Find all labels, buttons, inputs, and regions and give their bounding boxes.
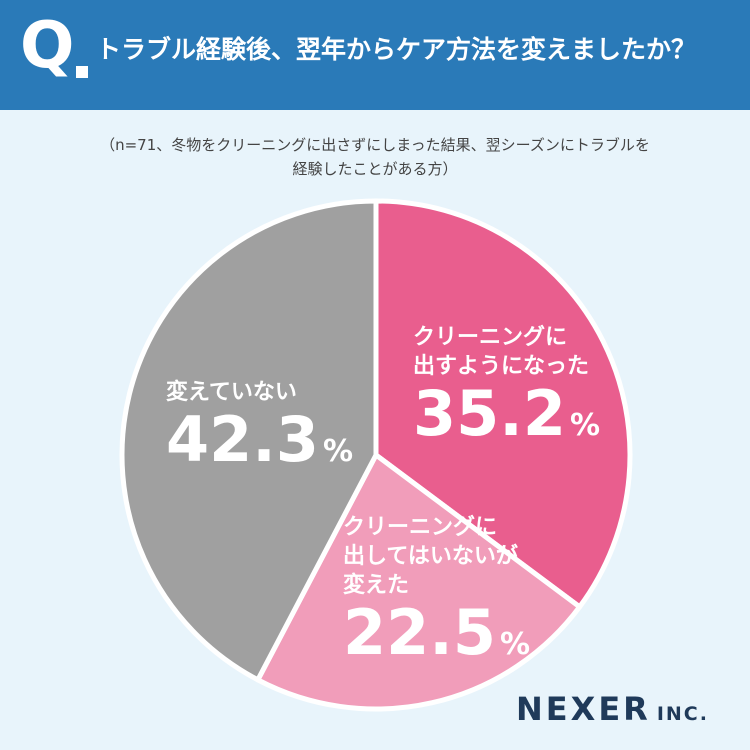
header-bar: Q トラブル経験後、翌年からケア方法を変えましたか？: [0, 0, 750, 110]
q-dot-decoration: [76, 66, 88, 78]
slice-cleaning-label-line-1: クリーニングに: [413, 325, 568, 350]
survey-note: （n=71、冬物をクリーニングに出さずにしまった結果、翌シーズンにトラブルを 経…: [0, 133, 750, 181]
survey-note-line-2: 経験したことがある方）: [292, 160, 458, 178]
brand-logo: NEXER INC.: [516, 690, 709, 728]
slice-changed-value-number: 22.5: [343, 596, 496, 669]
slice-label-changed: クリーニングに 出してはいないが 変えた 22.5%: [343, 513, 530, 665]
pie-slice-unchanged: [119, 198, 379, 683]
slice-cleaning-label-line-2: 出すようになった: [413, 354, 590, 379]
slice-unchanged-value: 42.3%: [166, 407, 353, 472]
pie-slice-cleaning: [373, 198, 633, 610]
slice-cleaning-value-number: 35.2: [413, 377, 566, 450]
slice-cleaning-unit: %: [569, 408, 601, 443]
slice-label-unchanged: 変えていない 42.3%: [166, 378, 353, 472]
slice-changed-label-line-1: クリーニングに: [343, 515, 498, 540]
question-title: トラブル経験後、翌年からケア方法を変えましたか？: [96, 35, 697, 64]
slice-changed-unit: %: [499, 627, 531, 662]
slice-label-cleaning: クリーニングに 出すようになった 35.2%: [413, 323, 600, 446]
q-mark: Q: [20, 9, 75, 83]
slice-unchanged-value-number: 42.3: [166, 403, 319, 476]
slice-unchanged-label-line-1: 変えていない: [166, 380, 297, 405]
brand-suffix: INC.: [656, 703, 709, 725]
slice-changed-value: 22.5%: [343, 600, 530, 665]
slice-cleaning-value: 35.2%: [413, 381, 600, 446]
pie-slice-changed: [255, 452, 583, 712]
slice-unchanged-unit: %: [322, 434, 354, 469]
slice-changed-label-line-2: 出してはいないが: [343, 544, 518, 569]
survey-note-line-1: （n=71、冬物をクリーニングに出さずにしまった結果、翌シーズンにトラブルを: [100, 136, 650, 154]
brand-name: NEXER: [516, 690, 651, 728]
slice-changed-label-line-3: 変えた: [343, 573, 410, 598]
